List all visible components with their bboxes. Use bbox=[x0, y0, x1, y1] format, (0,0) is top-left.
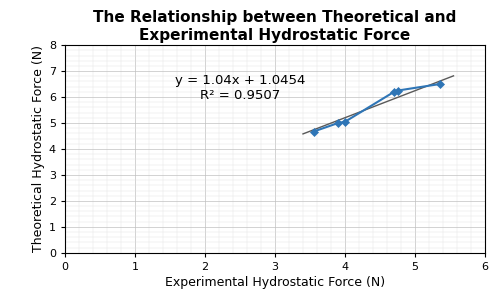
Title: The Relationship between Theoretical and
Experimental Hydrostatic Force: The Relationship between Theoretical and… bbox=[94, 10, 456, 43]
Y-axis label: Theoretical Hydrostatic Force (N): Theoretical Hydrostatic Force (N) bbox=[32, 45, 44, 253]
X-axis label: Experimental Hydrostatic Force (N): Experimental Hydrostatic Force (N) bbox=[165, 276, 385, 289]
Text: y = 1.04x + 1.0454
R² = 0.9507: y = 1.04x + 1.0454 R² = 0.9507 bbox=[175, 74, 305, 102]
